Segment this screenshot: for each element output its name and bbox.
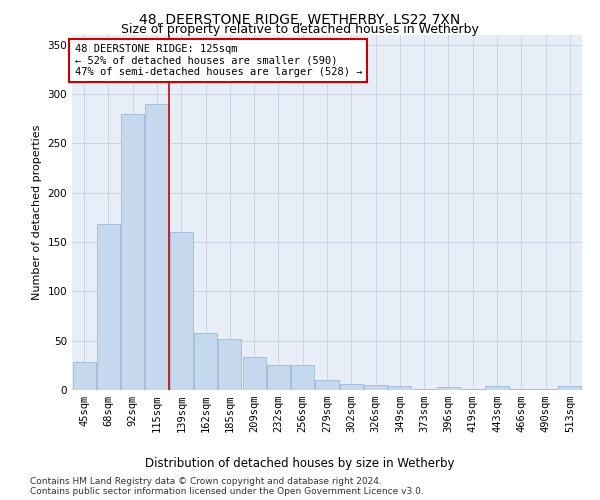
Bar: [73, 362, 95, 390]
Bar: [316, 380, 338, 390]
Text: Size of property relative to detached houses in Wetherby: Size of property relative to detached ho…: [121, 22, 479, 36]
Text: Contains HM Land Registry data © Crown copyright and database right 2024.: Contains HM Land Registry data © Crown c…: [30, 478, 382, 486]
Bar: [510, 389, 533, 390]
Bar: [413, 389, 436, 390]
Bar: [218, 338, 241, 390]
Bar: [485, 386, 509, 390]
Bar: [388, 386, 412, 390]
Text: Distribution of detached houses by size in Wetherby: Distribution of detached houses by size …: [145, 458, 455, 470]
Text: 48 DEERSTONE RIDGE: 125sqm
← 52% of detached houses are smaller (590)
47% of sem: 48 DEERSTONE RIDGE: 125sqm ← 52% of deta…: [74, 44, 362, 77]
Bar: [291, 366, 314, 390]
Y-axis label: Number of detached properties: Number of detached properties: [32, 125, 42, 300]
Bar: [145, 104, 169, 390]
Bar: [121, 114, 144, 390]
Bar: [437, 387, 460, 390]
Text: Contains public sector information licensed under the Open Government Licence v3: Contains public sector information licen…: [30, 488, 424, 496]
Text: 48, DEERSTONE RIDGE, WETHERBY, LS22 7XN: 48, DEERSTONE RIDGE, WETHERBY, LS22 7XN: [139, 12, 461, 26]
Bar: [242, 358, 266, 390]
Bar: [267, 366, 290, 390]
Bar: [170, 232, 193, 390]
Bar: [559, 386, 581, 390]
Bar: [364, 385, 387, 390]
Bar: [97, 224, 120, 390]
Bar: [194, 333, 217, 390]
Bar: [340, 384, 363, 390]
Bar: [461, 389, 484, 390]
Bar: [534, 389, 557, 390]
